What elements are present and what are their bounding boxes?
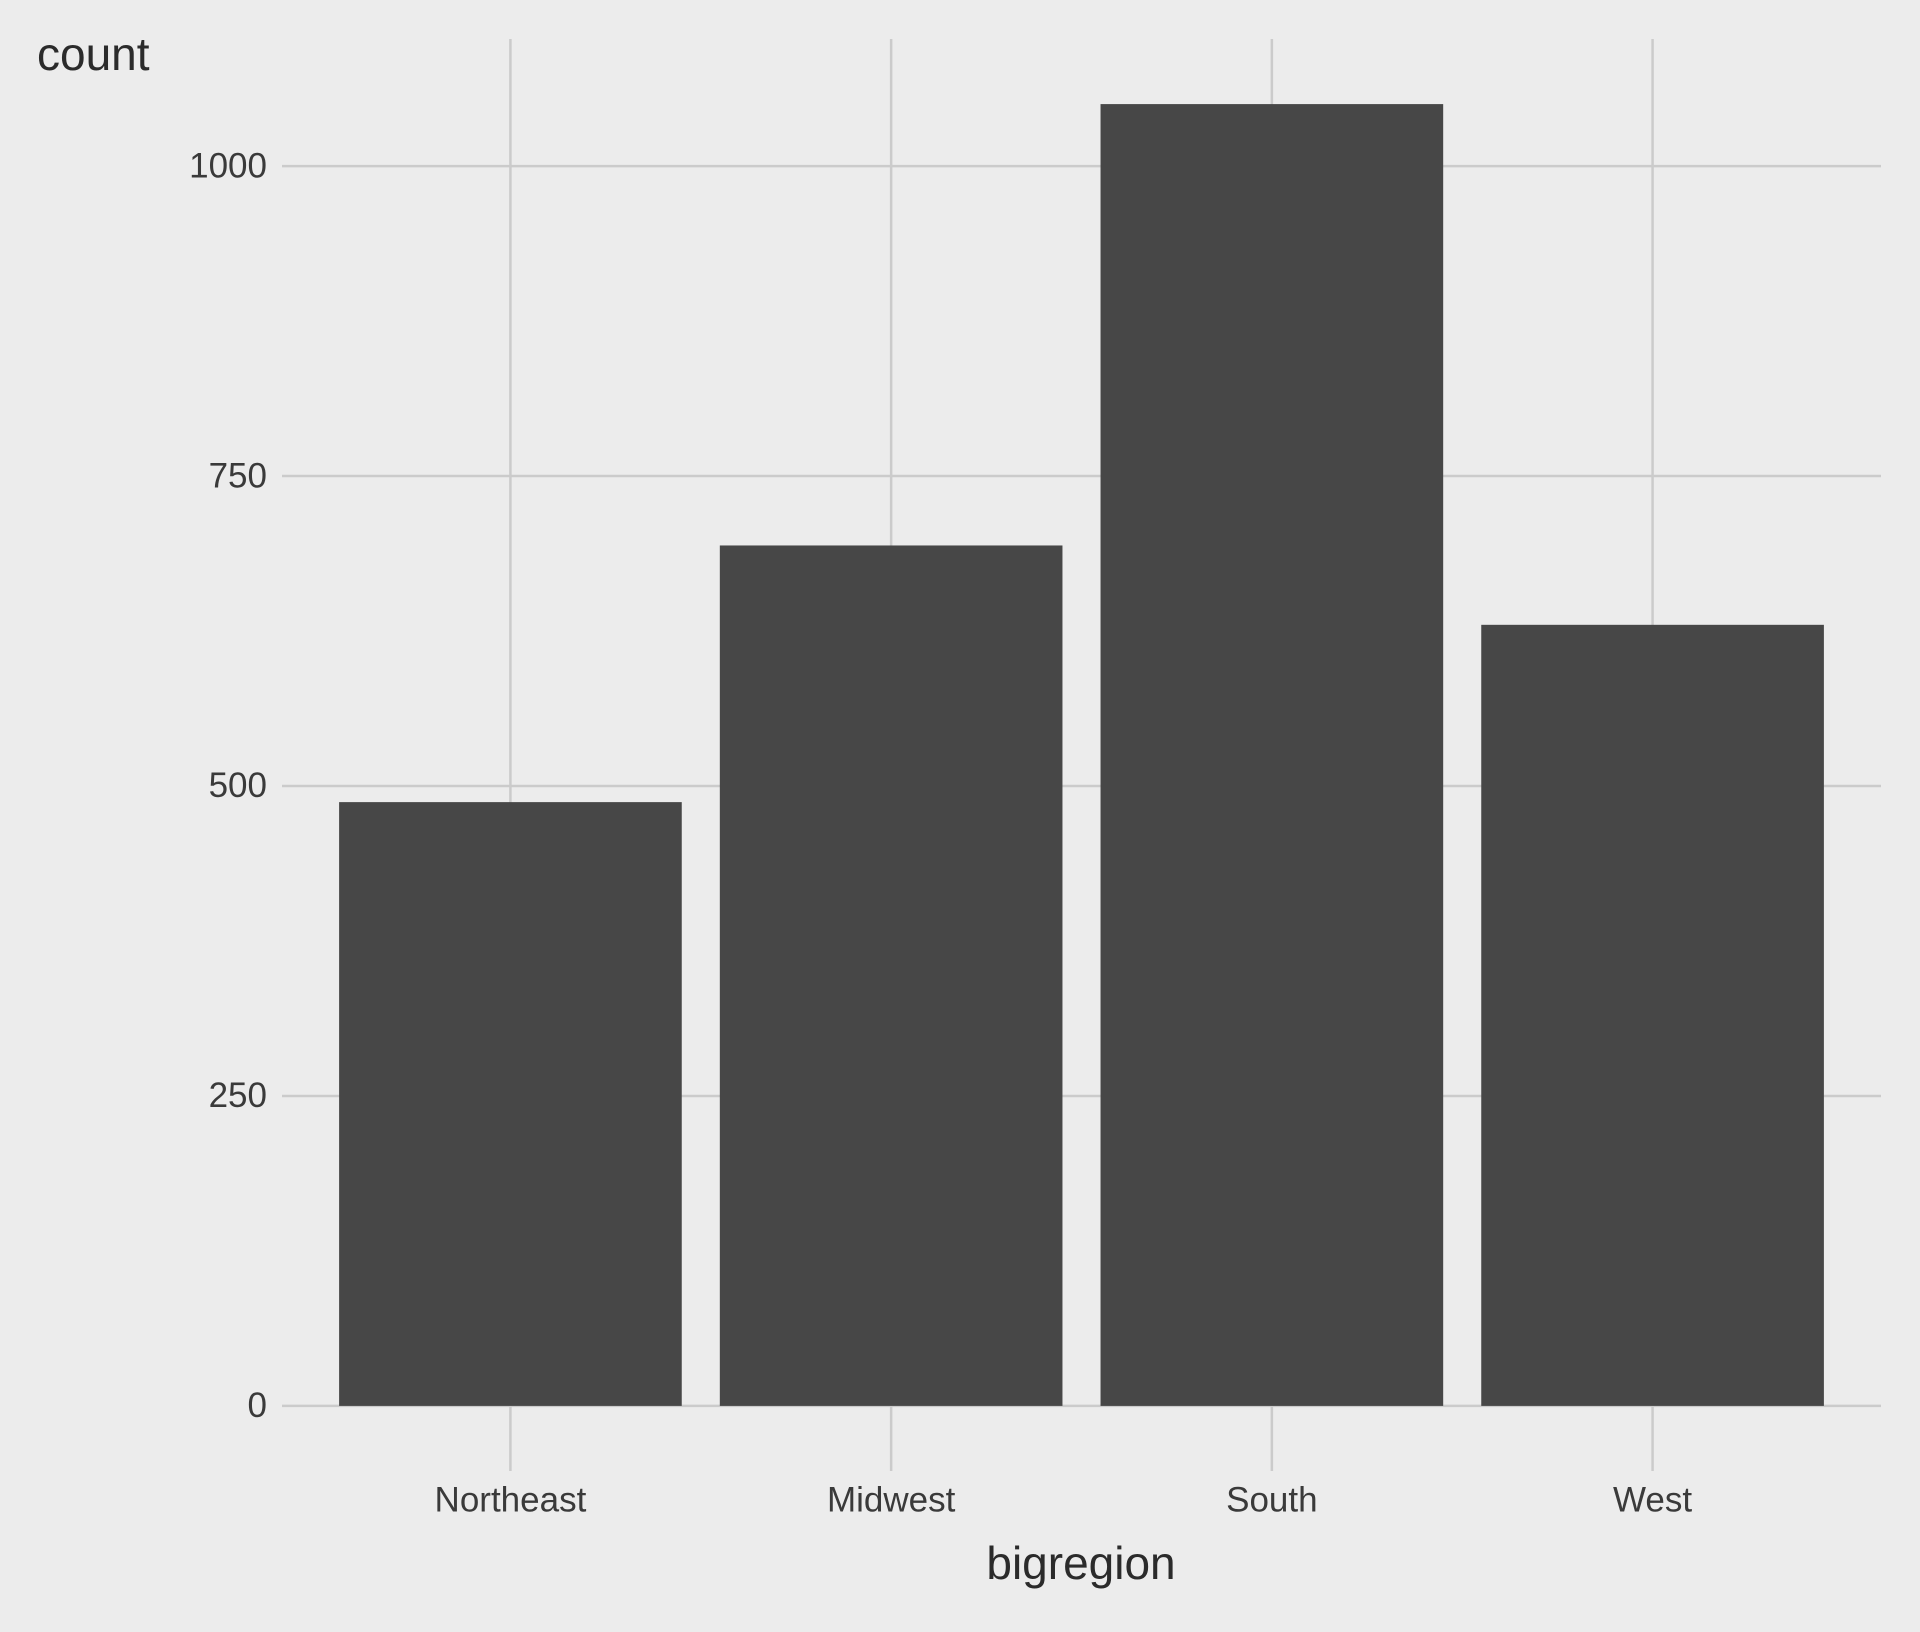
bars [339,104,1824,1406]
y-tick-label: 1000 [189,146,267,185]
y-tick-label: 250 [209,1076,267,1115]
bar [719,545,1063,1406]
y-axis-title: count [37,28,150,80]
y-tick-label: 500 [209,766,267,805]
y-tick-label: 750 [209,456,267,495]
x-tick-label: Midwest [827,1480,956,1519]
x-tick-label: Northeast [435,1480,587,1519]
bar [1100,104,1444,1406]
bar [1481,624,1824,1406]
bar [339,802,682,1406]
y-tick-label: 0 [248,1386,267,1425]
x-axis-title: bigregion [986,1537,1175,1589]
x-tick-label: South [1226,1480,1317,1519]
x-tick-label: West [1613,1480,1692,1519]
